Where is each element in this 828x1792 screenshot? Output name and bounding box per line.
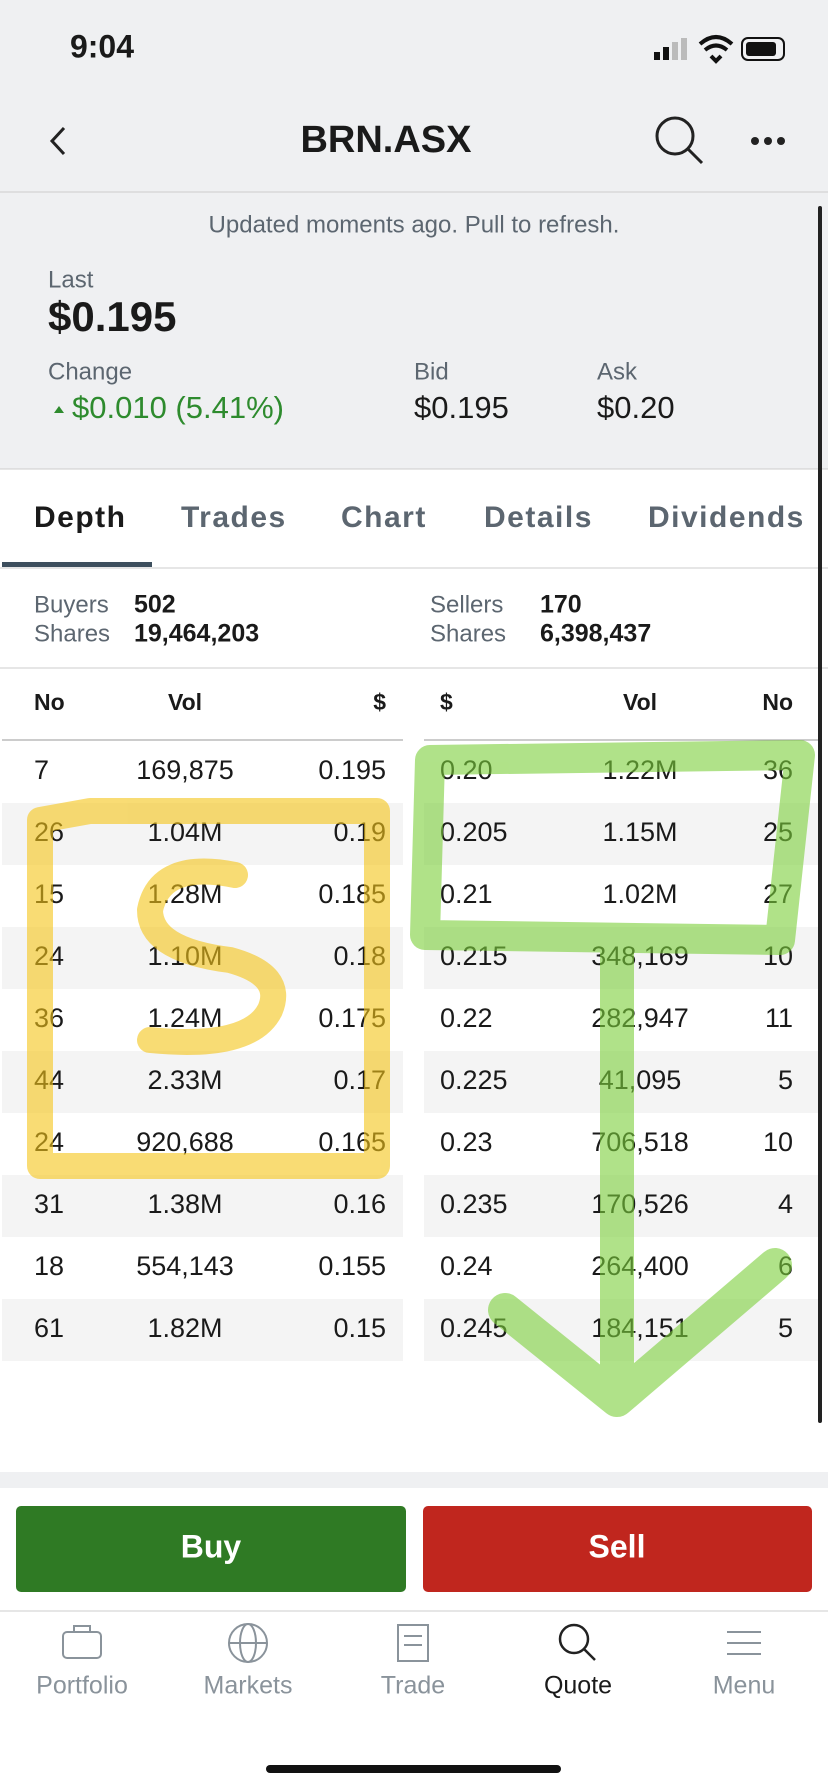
buyer-shares: 19,464,203 <box>134 620 259 648</box>
buy-label[interactable]: Buy <box>181 1528 242 1564</box>
row-bg <box>424 803 819 865</box>
nav-item[interactable]: Trade <box>381 1624 445 1700</box>
seller-shares: 6,398,437 <box>540 620 651 648</box>
sellers-label: Sellers <box>430 591 503 618</box>
bid-label: Bid <box>414 358 449 385</box>
cell: 1.38M <box>147 1189 222 1219</box>
tab[interactable]: Depth <box>34 501 127 534</box>
sellers-count: 170 <box>540 591 582 619</box>
cell: 0.225 <box>440 1065 508 1095</box>
column-header: No <box>762 689 793 715</box>
separator <box>0 1472 828 1488</box>
status-time: 9:04 <box>70 28 134 64</box>
page-title: BRN.ASX <box>300 119 472 161</box>
more-button[interactable] <box>751 137 785 145</box>
cell: 5 <box>778 1313 793 1343</box>
nav-item[interactable]: Portfolio <box>36 1625 128 1700</box>
cell: 0.195 <box>318 755 386 785</box>
cell: 0.23 <box>440 1127 493 1157</box>
nav-label[interactable]: Markets <box>204 1672 293 1700</box>
cell: 18 <box>34 1251 64 1281</box>
cell: 0.15 <box>333 1313 386 1343</box>
change-label: Change <box>48 358 132 385</box>
cell: 0.235 <box>440 1189 508 1219</box>
search-button[interactable] <box>655 116 704 165</box>
cell: 11 <box>765 1003 793 1033</box>
nav-item[interactable]: Menu <box>713 1631 776 1700</box>
cell: 0.155 <box>318 1251 386 1281</box>
ask-value: $0.20 <box>597 390 675 425</box>
nav-label[interactable]: Quote <box>544 1672 612 1700</box>
cell: 920,688 <box>136 1127 234 1157</box>
column-header: Vol <box>623 689 657 715</box>
last-price: $0.195 <box>48 293 176 340</box>
cell: 0.22 <box>440 1003 493 1033</box>
cell: 5 <box>778 1065 793 1095</box>
nav-label[interactable]: Portfolio <box>36 1672 128 1700</box>
cell: 4 <box>778 1189 793 1219</box>
tab[interactable]: Trades <box>181 501 287 534</box>
change-value: $0.010 (5.41%) <box>72 390 284 425</box>
cell: 31 <box>34 1189 64 1219</box>
nav-label[interactable]: Menu <box>713 1672 776 1700</box>
scrollbar <box>818 206 822 1423</box>
cell: 1.82M <box>147 1313 222 1343</box>
last-label: Last <box>48 266 94 293</box>
column-header: No <box>34 689 65 715</box>
column-header: $ <box>373 689 386 715</box>
column-header: Vol <box>168 689 202 715</box>
sell-button[interactable] <box>423 1506 812 1592</box>
cell: 2.33M <box>147 1065 222 1095</box>
refresh-note: Updated moments ago. Pull to refresh. <box>209 211 620 238</box>
cell: 0.21 <box>440 879 493 909</box>
tab-underline <box>2 562 152 567</box>
row-bg <box>2 1299 403 1361</box>
sell-label[interactable]: Sell <box>589 1528 646 1564</box>
nav-item[interactable]: Quote <box>544 1623 612 1700</box>
buyers-count: 502 <box>134 591 176 619</box>
back-button[interactable] <box>49 126 66 156</box>
cell: 0.205 <box>440 817 508 847</box>
cell: 10 <box>763 1127 793 1157</box>
cell: 169,875 <box>136 755 234 785</box>
up-arrow <box>54 406 64 413</box>
seller-shares-label: Shares <box>430 620 506 647</box>
nav-item[interactable]: Markets <box>204 1623 293 1700</box>
cell: 61 <box>34 1313 64 1343</box>
status-icons <box>654 35 785 64</box>
tab[interactable]: Dividends <box>648 501 805 534</box>
row-bg <box>2 1051 403 1113</box>
bid-value: $0.195 <box>414 390 509 425</box>
column-header: $ <box>440 689 453 715</box>
row-bg <box>2 1175 403 1237</box>
cell: 0.16 <box>333 1189 386 1219</box>
annotation <box>27 740 815 1417</box>
buy-button[interactable] <box>16 1506 406 1592</box>
buyer-shares-label: Shares <box>34 620 110 647</box>
buyers-label: Buyers <box>34 591 109 618</box>
nav-label[interactable]: Trade <box>381 1672 445 1700</box>
cell: 1.15M <box>602 817 677 847</box>
tab[interactable]: Chart <box>341 501 427 534</box>
cell: 1.02M <box>602 879 677 909</box>
cell: 0.24 <box>440 1251 493 1281</box>
ask-label: Ask <box>597 358 638 385</box>
home-indicator <box>266 1765 561 1773</box>
tab[interactable]: Details <box>484 501 593 534</box>
cell: 554,143 <box>136 1251 234 1281</box>
cell: 7 <box>34 755 49 785</box>
header-bg <box>0 0 828 469</box>
